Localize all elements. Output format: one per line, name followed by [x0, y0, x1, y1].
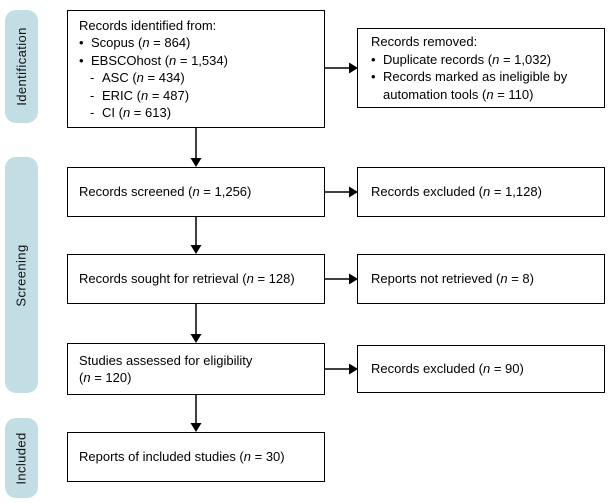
box-studies-assessed-line1: Studies assessed for eligibility: [79, 352, 253, 368]
stage-identification: Identification: [5, 10, 38, 123]
stage-screening: Screening: [5, 157, 38, 393]
arrow-sought-to-not-retrieved: [325, 273, 358, 285]
box-reports-not-retrieved: Reports not retrieved (n = 8): [357, 254, 605, 304]
bullet-scopus: Scopus (n = 864): [79, 34, 316, 52]
box-reports-included: Reports of included studies (n = 30): [67, 432, 325, 482]
subbullet-asc: ASC (n = 434): [79, 69, 316, 87]
arrow-identified-to-screened: [190, 128, 202, 167]
arrow-assessed-to-excluded: [325, 363, 358, 375]
box-studies-assessed: Studies assessed for eligibility (n = 12…: [67, 343, 325, 395]
box-records-screened: Records screened (n = 1,256): [67, 167, 325, 217]
arrow-screened-to-sought: [190, 217, 202, 254]
arrow-identified-to-removed: [325, 62, 358, 74]
box-records-sought: Records sought for retrieval (n = 128): [67, 254, 325, 304]
box-records-sought-text: Records sought for retrieval (n = 128): [79, 271, 295, 287]
box-reports-included-text: Reports of included studies (n = 30): [79, 449, 285, 465]
bullet-duplicate-records: Duplicate records (n = 1,032): [371, 51, 596, 69]
box-records-identified: Records identified from: Scopus (n = 864…: [67, 10, 325, 128]
box-reports-not-retrieved-text: Reports not retrieved (n = 8): [371, 271, 534, 287]
stage-screening-label: Screening: [14, 243, 30, 307]
bullet-ebscohost: EBSCOhost (n = 1,534): [79, 52, 316, 70]
box-records-removed: Records removed: Duplicate records (n = …: [357, 28, 605, 108]
arrow-sought-to-assessed: [190, 304, 202, 343]
box-records-excluded-screening: Records excluded (n = 1,128): [357, 167, 605, 217]
box-records-excluded-screening-text: Records excluded (n = 1,128): [371, 184, 542, 200]
subbullet-ci: CI (n = 613): [79, 104, 316, 122]
box-records-screened-text: Records screened (n = 1,256): [79, 184, 252, 200]
box-records-excluded-eligibility: Records excluded (n = 90): [357, 345, 605, 393]
arrow-screened-to-excluded: [325, 186, 358, 198]
stage-included-label: Included: [14, 431, 30, 485]
bullet-ineligible-automation: Records marked as ineligible by automati…: [371, 68, 596, 103]
subbullet-eric: ERIC (n = 487): [79, 87, 316, 105]
stage-included: Included: [5, 418, 38, 498]
arrow-assessed-to-included: [190, 395, 202, 432]
box-records-removed-title: Records removed:: [371, 34, 478, 49]
box-studies-assessed-line2: (n = 120): [79, 370, 132, 385]
stage-identification-label: Identification: [14, 27, 29, 106]
box-records-identified-title: Records identified from:: [79, 17, 217, 33]
box-records-excluded-eligibility-text: Records excluded (n = 90): [371, 361, 524, 377]
